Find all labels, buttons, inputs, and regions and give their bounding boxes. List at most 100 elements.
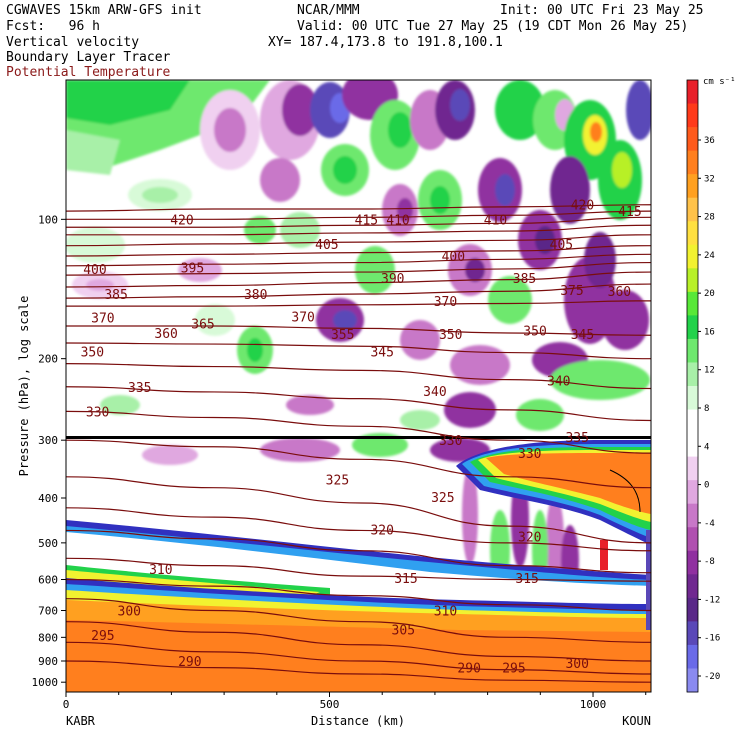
y-tick-label: 1000: [32, 676, 59, 689]
theta-contour-label: 360: [608, 285, 631, 300]
y-tick-label: 400: [38, 492, 58, 505]
theta-contour-line: [66, 529, 651, 574]
theta-contour-line: [66, 210, 651, 220]
theta-contour-label: 385: [104, 288, 127, 303]
colorbar-swatch: [687, 103, 698, 128]
field-vertical-velocity: Vertical velocity: [6, 35, 140, 50]
colorbar-swatch: [687, 668, 698, 693]
theta-contour-label: 295: [91, 629, 114, 644]
x-axis-label: Distance (km): [311, 714, 405, 728]
theta-contour-label: 320: [518, 531, 541, 546]
potential-temperature-contours: [66, 204, 651, 683]
theta-contour-line: [66, 439, 651, 489]
colorbar-swatch: [687, 150, 698, 175]
colorbar-tick-label: -12: [704, 595, 720, 605]
y-tick-label: 500: [38, 537, 58, 550]
theta-contour-line: [66, 557, 651, 582]
theta-contour-label: 350: [81, 346, 104, 361]
theta-contour-label: 420: [170, 213, 193, 228]
plot-frame: [65, 79, 652, 693]
theta-contour-label: 385: [513, 272, 536, 287]
forecast-hour: Fcst: 96 h: [6, 19, 100, 34]
colorbar-swatch: [687, 268, 698, 293]
theta-contour-line: [66, 300, 651, 307]
colorbar-swatch: [687, 456, 698, 481]
colorbar-tick-label: -16: [704, 634, 720, 644]
colorbar-tick-label: 0: [704, 481, 709, 491]
theta-contour-label: 330: [518, 447, 541, 462]
theta-contour-line: [66, 245, 651, 257]
theta-contour-label: 330: [86, 405, 109, 420]
theta-contour-line: [66, 271, 651, 288]
theta-contour-label: 405: [315, 238, 338, 253]
colorbar-tick-label: 24: [704, 251, 715, 261]
colorbar-swatch: [687, 644, 698, 669]
colorbar-tick-label: 36: [704, 136, 715, 146]
colorbar-swatch: [687, 386, 698, 411]
colorbar-swatch: [687, 338, 698, 363]
theta-contour-label: 360: [154, 327, 177, 342]
theta-contour-line: [66, 204, 651, 212]
theta-contour-label: 415: [618, 205, 641, 220]
colorbar-frame: [686, 79, 699, 693]
theta-contour-label: 405: [550, 238, 573, 253]
colorbar-swatch: [687, 80, 698, 105]
theta-contour-label: 400: [83, 263, 106, 278]
theta-contour-line: [66, 507, 651, 552]
theta-contour-label: 410: [386, 213, 409, 228]
theta-contour-label: 310: [434, 604, 457, 619]
theta-contour-label: 310: [149, 563, 172, 578]
theta-contour-label: 340: [547, 375, 570, 390]
colorbar-swatch: [687, 480, 698, 505]
colorbar-swatch: [687, 291, 698, 316]
theta-contour-label: 330: [439, 434, 462, 449]
theta-contour-line: [66, 410, 651, 454]
y-tick-label: 300: [38, 434, 58, 447]
theta-contour-label: 395: [181, 261, 204, 276]
theta-contour-label: 345: [571, 328, 594, 343]
theta-contour-line: [66, 363, 651, 390]
theta-contour-line: [66, 325, 651, 336]
theta-contour-line: [66, 253, 651, 267]
y-tick-label: 100: [38, 213, 58, 226]
colorbar-tick-label: 12: [704, 366, 715, 376]
colorbar-unit: cm s⁻¹: [703, 77, 736, 87]
colorbar-swatch: [687, 409, 698, 434]
potential-temperature-labels: 420 415 410 410 420 415 405 405 400 400 395 390 385 3…: [81, 199, 642, 677]
colorbar-tick-label: 4: [704, 442, 709, 452]
colorbar-tick-label: 28: [704, 213, 715, 223]
theta-contour-line: [66, 641, 651, 675]
model-title: CGWAVES 15km ARW-GFS init: [6, 3, 202, 18]
theta-contour-label: 335: [128, 381, 151, 396]
theta-contour-label: 370: [91, 312, 114, 327]
x-tick-label: 1000: [580, 698, 607, 711]
theta-contour-label: 300: [118, 604, 141, 619]
theta-contour-label: 350: [523, 325, 546, 340]
theta-contour-label: 315: [515, 572, 538, 587]
theta-contour-line: [66, 283, 651, 299]
vertical-velocity-field: [66, 80, 651, 692]
theta-contour-label: 290: [178, 655, 201, 670]
y-tick-label: 700: [38, 604, 58, 617]
theta-contour-line: [66, 476, 651, 544]
colorbar-tick-label: -4: [704, 519, 715, 529]
colorbar-swatch: [687, 527, 698, 552]
theta-contour-label: 415: [355, 213, 378, 228]
theta-contour-label: 320: [370, 524, 393, 539]
colorbar-swatch: [687, 597, 698, 622]
theta-contour-label: 380: [244, 288, 267, 303]
colorbar-swatch: [687, 621, 698, 646]
theta-contour-label: 345: [370, 346, 393, 361]
y-axis: 100 200 300 400 500 600 700 800 900 1000: [32, 213, 66, 689]
colorbar-tick-label: -20: [704, 672, 720, 682]
theta-contour-label: 305: [392, 624, 415, 639]
theta-contour-label: 410: [484, 213, 507, 228]
theta-contour-line: [66, 224, 651, 236]
colorbar-swatch: [687, 550, 698, 575]
colorbar-swatch: [687, 362, 698, 387]
field-potential-temperature: Potential Temperature: [6, 65, 171, 80]
theta-contour-label: 300: [565, 657, 588, 672]
y-axis-label: Pressure (hPa), log scale: [17, 296, 31, 477]
colorbar: 36 32 28 24 20 16 12 8 4 0 -4 -8 -12 -16 -20: [686, 79, 720, 693]
organization-label: NCAR/MMM: [297, 3, 360, 18]
